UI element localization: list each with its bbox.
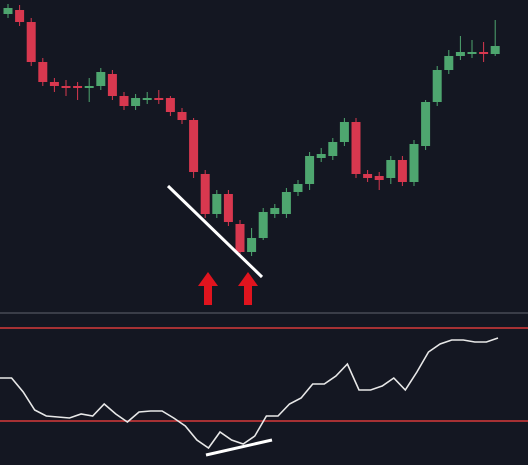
trend-line bbox=[205, 438, 273, 457]
candle-body bbox=[455, 52, 465, 56]
candle-body bbox=[49, 82, 59, 86]
candle-body bbox=[26, 22, 36, 62]
candle-body bbox=[316, 154, 326, 158]
arrow-up bbox=[238, 272, 258, 305]
candle-body bbox=[107, 74, 117, 96]
candle-body bbox=[61, 86, 71, 88]
candle-body bbox=[363, 174, 373, 178]
arrow-up bbox=[198, 272, 218, 305]
candle-body bbox=[328, 142, 338, 156]
candle-body bbox=[119, 96, 129, 106]
candle-body bbox=[15, 10, 25, 22]
candle-body bbox=[467, 52, 477, 54]
candle-body bbox=[212, 194, 222, 214]
candle-body bbox=[84, 86, 94, 88]
oscillator-pane bbox=[0, 327, 528, 450]
candle-body bbox=[223, 194, 233, 222]
price-pane bbox=[3, 4, 500, 256]
candle-body bbox=[38, 62, 48, 82]
candle-body bbox=[3, 8, 13, 14]
candle-body bbox=[235, 224, 245, 252]
candle-body bbox=[305, 156, 315, 184]
candle-body bbox=[432, 70, 442, 102]
candle-body bbox=[200, 174, 210, 214]
oscillator-line bbox=[0, 337, 499, 450]
candle-body bbox=[281, 192, 291, 214]
candle-body bbox=[490, 46, 500, 54]
candle-body bbox=[154, 98, 164, 100]
candle-body bbox=[258, 212, 268, 238]
candle-body bbox=[409, 144, 419, 182]
candle-body bbox=[189, 120, 199, 172]
candle-body bbox=[177, 112, 187, 120]
candle-body bbox=[293, 184, 303, 192]
trend-line bbox=[166, 184, 264, 279]
candle-body bbox=[479, 52, 489, 54]
candle-body bbox=[397, 160, 407, 182]
candle-body bbox=[444, 56, 454, 70]
candle-body bbox=[351, 122, 361, 174]
candle-body bbox=[270, 208, 280, 214]
candle-body bbox=[374, 176, 384, 180]
candle-body bbox=[96, 72, 106, 86]
candle-body bbox=[165, 98, 175, 112]
candle-body bbox=[142, 98, 152, 100]
candle-body bbox=[339, 122, 349, 142]
candle-body bbox=[247, 238, 257, 252]
candle-body bbox=[131, 98, 141, 106]
candle-body bbox=[386, 160, 396, 178]
candle-body bbox=[73, 86, 83, 88]
candle-body bbox=[421, 102, 431, 146]
